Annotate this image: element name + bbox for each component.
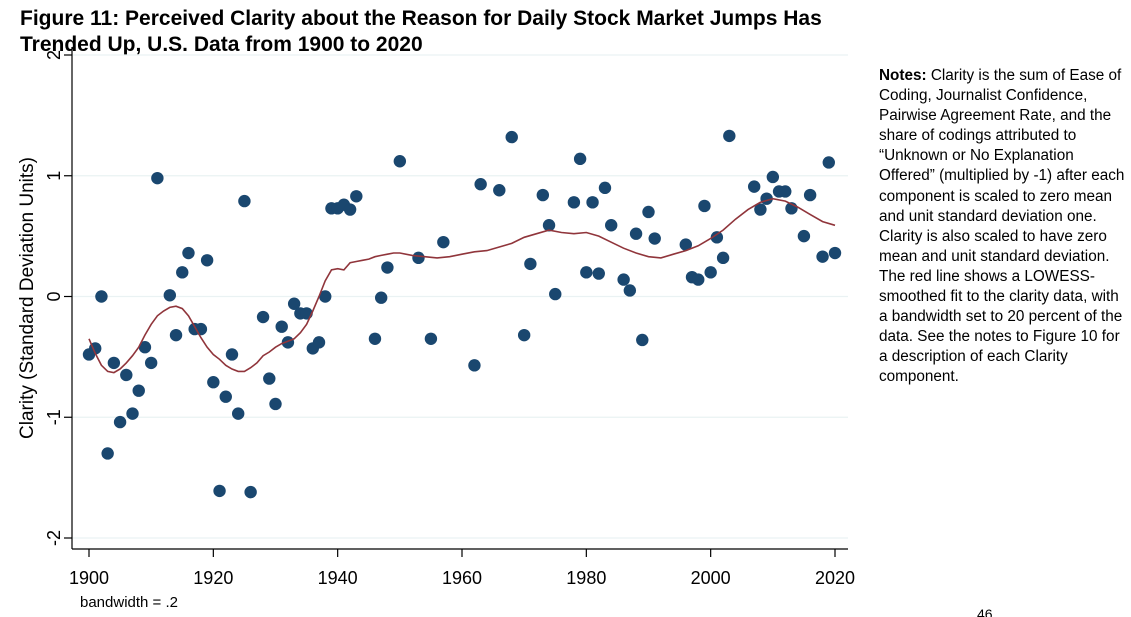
data-point — [642, 205, 655, 219]
data-point — [424, 332, 438, 345]
data-point — [368, 332, 382, 345]
data-point — [723, 129, 736, 143]
data-point — [592, 267, 605, 280]
data-point — [219, 390, 232, 403]
data-point — [803, 188, 817, 202]
notes-panel: Notes: Clarity is the sum of Ease of Cod… — [879, 66, 1131, 388]
data-point — [747, 180, 761, 193]
data-point — [163, 289, 177, 302]
data-point — [101, 447, 114, 460]
data-point — [381, 261, 394, 274]
data-point — [263, 372, 276, 385]
data-point — [598, 181, 612, 195]
data-point — [580, 266, 593, 279]
data-point — [95, 290, 108, 303]
data-point — [779, 185, 792, 198]
data-point — [437, 235, 450, 249]
y-tick-label: 2 — [44, 50, 64, 60]
data-point — [605, 219, 618, 232]
data-point — [636, 333, 649, 347]
data-point — [542, 219, 556, 232]
data-point — [629, 227, 643, 240]
x-tick-label: 1920 — [193, 568, 233, 588]
data-point — [797, 229, 811, 243]
data-point — [207, 376, 220, 389]
data-point — [169, 328, 183, 342]
y-tick-label: 0 — [44, 291, 64, 301]
data-point — [138, 341, 152, 354]
data-point — [493, 184, 506, 197]
data-point — [536, 188, 550, 202]
data-point — [524, 257, 537, 271]
data-point — [238, 194, 251, 208]
data-point — [505, 130, 518, 144]
data-point — [350, 190, 363, 203]
data-point — [200, 254, 214, 267]
data-point — [586, 196, 599, 209]
data-point — [710, 231, 724, 244]
data-point — [412, 251, 425, 265]
notes-label: Notes: — [879, 67, 927, 84]
data-point — [766, 170, 780, 184]
data-point — [225, 348, 239, 361]
data-point — [176, 266, 189, 279]
notes-text: Clarity is the sum of Ease of Coding, Jo… — [879, 67, 1125, 386]
data-point — [573, 152, 587, 166]
figure-title-line-1: Figure 11: Perceived Clarity about the R… — [20, 7, 822, 30]
data-point — [623, 284, 637, 297]
data-point — [474, 178, 487, 191]
x-tick-label: 1940 — [318, 568, 358, 588]
x-tick-label: 2020 — [815, 568, 855, 588]
data-point — [754, 203, 767, 216]
data-point — [113, 415, 127, 429]
data-point — [517, 328, 531, 342]
y-tick-label: -2 — [44, 530, 64, 546]
data-point — [132, 384, 145, 397]
bandwidth-note: bandwidth = .2 — [80, 594, 178, 611]
data-point — [275, 320, 288, 333]
data-point — [828, 246, 842, 260]
data-point — [213, 484, 226, 498]
figure-title: Figure 11: Perceived Clarity about the R… — [20, 6, 822, 58]
data-point — [312, 336, 326, 349]
data-point — [816, 250, 829, 263]
data-point — [468, 359, 481, 372]
data-point — [393, 155, 407, 168]
lowess-line — [88, 197, 836, 374]
data-point — [319, 290, 332, 303]
x-tick-label: 1900 — [69, 568, 109, 588]
data-point — [698, 199, 711, 213]
y-tick-label: -1 — [44, 409, 64, 425]
data-point — [256, 310, 270, 324]
data-point — [151, 171, 164, 185]
figure-title-line-2: Trended Up, U.S. Data from 1900 to 2020 — [20, 33, 423, 56]
x-tick-label: 2000 — [691, 568, 731, 588]
data-point — [107, 356, 121, 370]
x-tick-label: 1980 — [566, 568, 606, 588]
data-point — [822, 156, 835, 169]
page-number: 46 — [977, 607, 993, 617]
data-point — [648, 232, 661, 245]
data-point — [343, 203, 357, 216]
data-point — [374, 291, 388, 304]
data-point — [679, 238, 692, 251]
y-axis-title: Clarity (Standard Deviation Units) — [17, 157, 38, 439]
data-point — [182, 246, 195, 260]
data-point — [567, 196, 581, 209]
data-point — [126, 407, 139, 420]
x-tick-label: 1960 — [442, 568, 482, 588]
data-point — [120, 368, 133, 382]
data-point — [549, 287, 562, 301]
data-point — [692, 273, 705, 286]
data-point — [232, 407, 245, 420]
data-point — [287, 297, 301, 310]
data-point — [144, 356, 158, 370]
y-tick-label: 1 — [44, 171, 64, 181]
data-point — [716, 251, 730, 265]
data-point — [617, 273, 630, 286]
data-point — [244, 485, 257, 499]
data-point — [269, 397, 282, 411]
data-point — [704, 266, 717, 279]
